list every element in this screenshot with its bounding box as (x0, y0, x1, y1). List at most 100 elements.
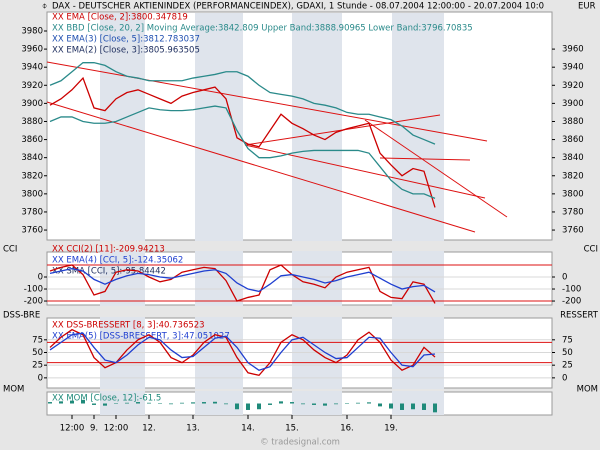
bar (48, 402, 52, 404)
bar (180, 402, 184, 404)
series-line (49, 105, 436, 199)
series-line (49, 267, 436, 293)
bar (147, 402, 151, 404)
y-tick-label: 3940 (21, 63, 43, 73)
bar (389, 403, 393, 409)
bar (125, 402, 129, 404)
y-tick-label: -100 (24, 285, 43, 295)
bar (400, 403, 404, 410)
bar (191, 402, 195, 404)
panel-label: MOM (3, 385, 24, 395)
y-tick-label: 3760 (21, 226, 43, 236)
y-tick-label: 3980 (21, 27, 43, 37)
bar (422, 403, 426, 410)
trend-line (46, 101, 476, 233)
panel-label: MOM (577, 385, 598, 395)
series-line (49, 76, 436, 208)
bar (114, 403, 118, 404)
y-tick-label: 50 (32, 348, 43, 358)
y2-tick-label: 75 (562, 335, 573, 345)
series-line (49, 328, 436, 377)
bar (158, 403, 162, 404)
legend-entry: XX EMA(5) [DSS-BRESSERT, 3]:47.051027 (52, 332, 230, 342)
currency: EUR (578, 2, 596, 12)
y-tick-label: 3900 (21, 99, 43, 109)
y2-tick-label: 3960 (562, 45, 584, 55)
stripe (100, 13, 145, 415)
y2-tick-label: 3840 (562, 153, 584, 163)
trend-line (364, 119, 508, 218)
legend-entry: XX SMA [CCI, 5]:-95.84442 (52, 267, 166, 277)
trend-line (379, 157, 471, 161)
gap (47, 306, 552, 317)
chart-title: DAX - DEUTSCHER AKTIENINDEX (PERFORMANCE… (52, 2, 544, 12)
y-tick-label: 0 (38, 373, 43, 383)
y-tick-label: 3800 (21, 189, 43, 199)
x-tick-label: 12. (142, 424, 156, 434)
y2-tick-label: 3880 (562, 117, 584, 127)
panel-label: CCI (584, 245, 598, 255)
bar (70, 400, 74, 404)
day-stripes (47, 13, 552, 415)
y-tick-label: 3920 (21, 81, 43, 91)
y2-tick-label: 3760 (562, 226, 584, 236)
x-tick-label: 9. (90, 424, 98, 434)
bar (433, 403, 437, 413)
y2-tick-label: 0 (562, 272, 567, 282)
y-tick-label: 3840 (21, 153, 43, 163)
bar (257, 403, 261, 410)
legend-entry: XX MOM [Close, 12]:-61.5 (52, 394, 161, 404)
bar (213, 401, 217, 404)
legend-entry: XX EMA [Close, 2]:3800.347819 (52, 13, 188, 23)
y-tick-label: 75 (32, 335, 43, 345)
bar (290, 402, 294, 404)
series-line (49, 332, 436, 371)
y-tick-label: -200 (24, 297, 43, 307)
panel-label: DSS-BRE (3, 311, 40, 321)
y2-tick-label: 25 (562, 361, 573, 371)
y2-tick-label: 3800 (562, 189, 584, 199)
bar (268, 403, 272, 405)
bar (92, 403, 96, 405)
bar (235, 403, 239, 410)
bar (301, 403, 305, 405)
bar (378, 403, 382, 407)
bar (169, 403, 173, 405)
bar (202, 402, 206, 404)
gap (47, 241, 552, 251)
series-line (49, 62, 436, 145)
y2-tick-label: 3940 (562, 63, 584, 73)
y-tick-label: 3860 (21, 135, 43, 145)
y-tick-label: 3880 (21, 117, 43, 127)
x-tick-label: 19. (384, 424, 398, 434)
bar (279, 401, 283, 404)
bar (103, 403, 107, 406)
bar (345, 403, 349, 404)
y2-tick-label: -200 (562, 297, 581, 307)
x-tick-label: 14. (241, 424, 255, 434)
x-tick-label: 12:00 (104, 424, 129, 434)
legend-entry: XX EMA(4) [CCI, 5]:-124.35062 (52, 256, 183, 266)
legend-entry: XX EMA(3) [Close, 5]:3812.783037 (52, 35, 200, 45)
legend-entry: XX BBD [Close, 20, 2] Moving Average:384… (52, 24, 473, 34)
bar (334, 403, 338, 405)
legend-entry: XX CCI(2) [11]:-209.94213 (52, 245, 165, 255)
bar (59, 401, 63, 404)
stripe (392, 13, 444, 415)
legend-entry: XX DSS-BRESSERT [8, 3]:40.736523 (52, 321, 205, 331)
bar (312, 403, 316, 405)
x-tick-label: 12:00 (60, 424, 85, 434)
bar (356, 402, 360, 404)
y2-tick-label: -100 (562, 285, 581, 295)
trend-line (46, 61, 488, 142)
y2-tick-label: 50 (562, 348, 573, 358)
stripe (292, 13, 342, 415)
gap (47, 389, 552, 391)
bar (323, 403, 327, 406)
y2-tick-label: 3780 (562, 207, 584, 217)
panel-label: RESSERT (560, 311, 599, 321)
legend-entry: XX EMA(2) [Close, 3]:3805.963505 (52, 46, 200, 56)
x-tick-label: 13. (186, 424, 200, 434)
bar (411, 403, 415, 410)
